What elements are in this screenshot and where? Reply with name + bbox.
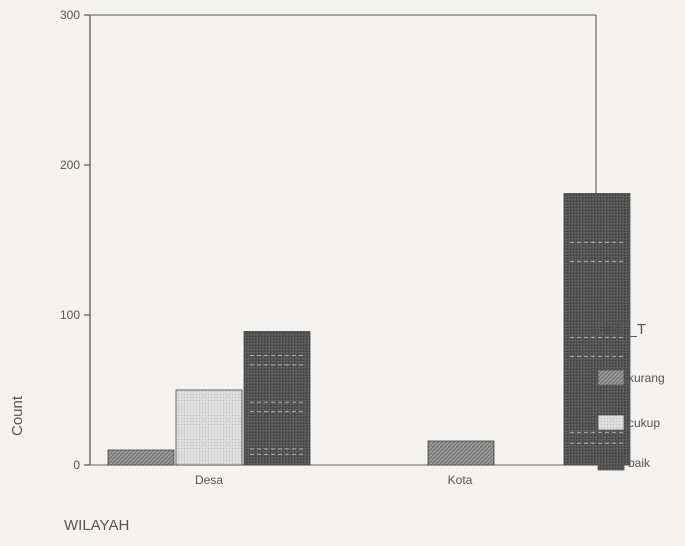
y-axis-title: Count [9,395,26,436]
x-axis-title: WILAYAH [64,517,129,534]
y-axis-ticks: 0 100 200 300 [60,8,90,472]
legend: DMF_T kurang cukup baik [596,321,665,471]
plot-area [89,14,597,466]
bar-kurang-kota [427,440,495,466]
legend-label-cukup: cukup [628,416,660,430]
legend-title: DMF_T [596,321,646,338]
x-axis-labels: Desa Kota [195,473,473,487]
legend-label-baik: baik [628,456,651,470]
legend-swatch-kurang [597,369,625,386]
legend-label-kurang: kurang [628,371,665,385]
y-tick-label: 0 [73,458,80,472]
bar-kurang-desa [107,449,175,466]
x-category-label: Desa [195,473,223,487]
y-tick-label: 200 [60,158,80,172]
legend-swatch-baik [597,454,625,471]
y-tick-label: 300 [60,8,80,22]
x-category-label: Kota [448,473,473,487]
bars-group [107,193,631,466]
legend-swatch-cukup [597,414,625,431]
bar-baik-desa [243,331,311,466]
bar-cukup-desa [175,389,243,466]
y-tick-label: 100 [60,308,80,322]
